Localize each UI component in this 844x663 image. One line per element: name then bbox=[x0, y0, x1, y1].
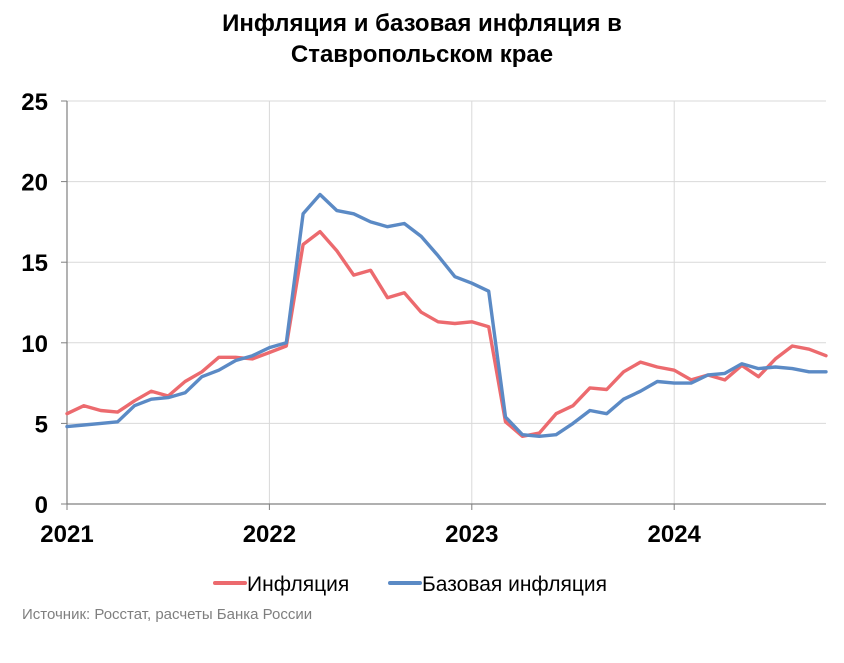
axes: 0 5 10 15 20 25 2021 2022 2023 2024 bbox=[21, 89, 826, 548]
chart-title: Инфляция и базовая инфляция в Ставрополь… bbox=[0, 8, 844, 70]
y-tick-label: 15 bbox=[21, 250, 48, 277]
x-tick-label: 2024 bbox=[648, 521, 702, 548]
x-tick-label: 2022 bbox=[243, 521, 296, 548]
chart-title-line-1: Инфляция и базовая инфляция в bbox=[222, 10, 622, 37]
source-note: Источник: Росстат, расчеты Банка России bbox=[22, 606, 313, 623]
x-tick-label: 2023 bbox=[445, 521, 498, 548]
y-tick-label: 20 bbox=[21, 170, 48, 197]
chart-title-line-2: Ставропольском крае bbox=[290, 41, 554, 68]
y-tick-label: 25 bbox=[21, 89, 48, 116]
series-line-core-inflation bbox=[65, 192, 828, 438]
legend: Инфляция Базовая инфляция bbox=[213, 573, 607, 596]
grid-lines bbox=[67, 100, 826, 504]
y-tick-label: 10 bbox=[21, 331, 48, 358]
y-tick-label: 5 bbox=[35, 411, 48, 438]
legend-label-inflation: Инфляция bbox=[247, 573, 349, 596]
y-tick-label: 0 bbox=[35, 492, 48, 519]
series-lines bbox=[65, 192, 828, 438]
legend-label-core-inflation: Базовая инфляция bbox=[422, 573, 607, 596]
x-tick-label: 2021 bbox=[40, 521, 93, 548]
